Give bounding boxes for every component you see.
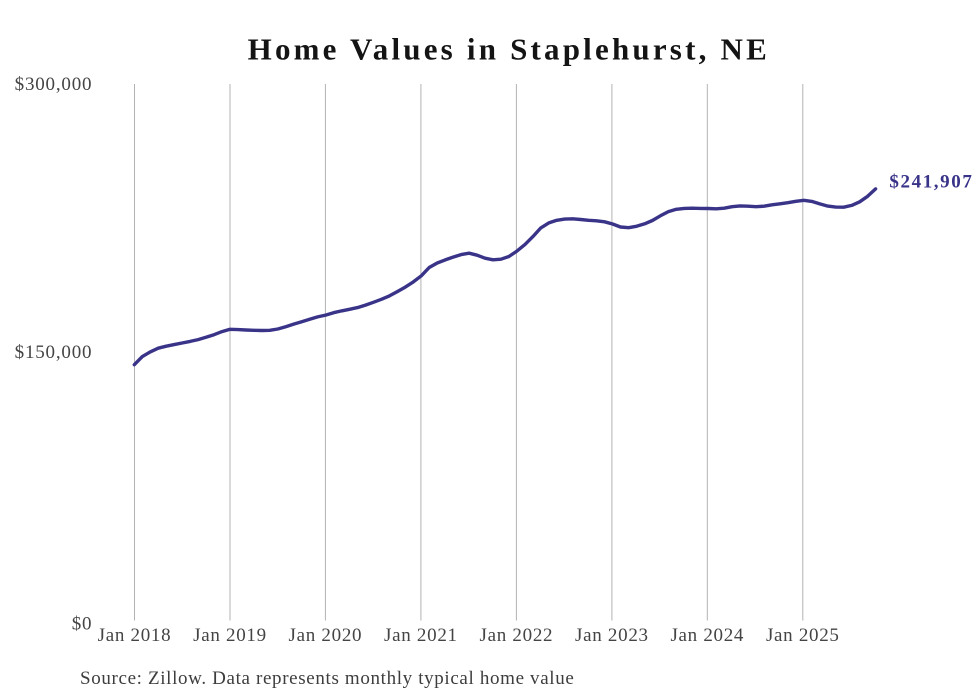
svg-text:$241,907: $241,907 — [889, 171, 973, 192]
svg-text:Jan 2023: Jan 2023 — [575, 625, 649, 646]
svg-text:$150,000: $150,000 — [15, 342, 93, 363]
svg-text:Jan 2024: Jan 2024 — [670, 625, 744, 646]
svg-text:Jan 2020: Jan 2020 — [289, 625, 363, 646]
svg-text:$300,000: $300,000 — [15, 74, 93, 95]
svg-text:Jan 2019: Jan 2019 — [193, 625, 267, 646]
svg-text:Jan 2018: Jan 2018 — [98, 625, 172, 646]
svg-text:$0: $0 — [72, 614, 93, 635]
svg-text:Jan 2025: Jan 2025 — [766, 625, 840, 646]
svg-text:Home Values in Staplehurst, NE: Home Values in Staplehurst, NE — [248, 32, 770, 67]
svg-text:Source: Zillow. Data represent: Source: Zillow. Data represents monthly … — [80, 668, 574, 689]
svg-text:Jan 2022: Jan 2022 — [480, 625, 554, 646]
svg-text:Jan 2021: Jan 2021 — [384, 625, 458, 646]
